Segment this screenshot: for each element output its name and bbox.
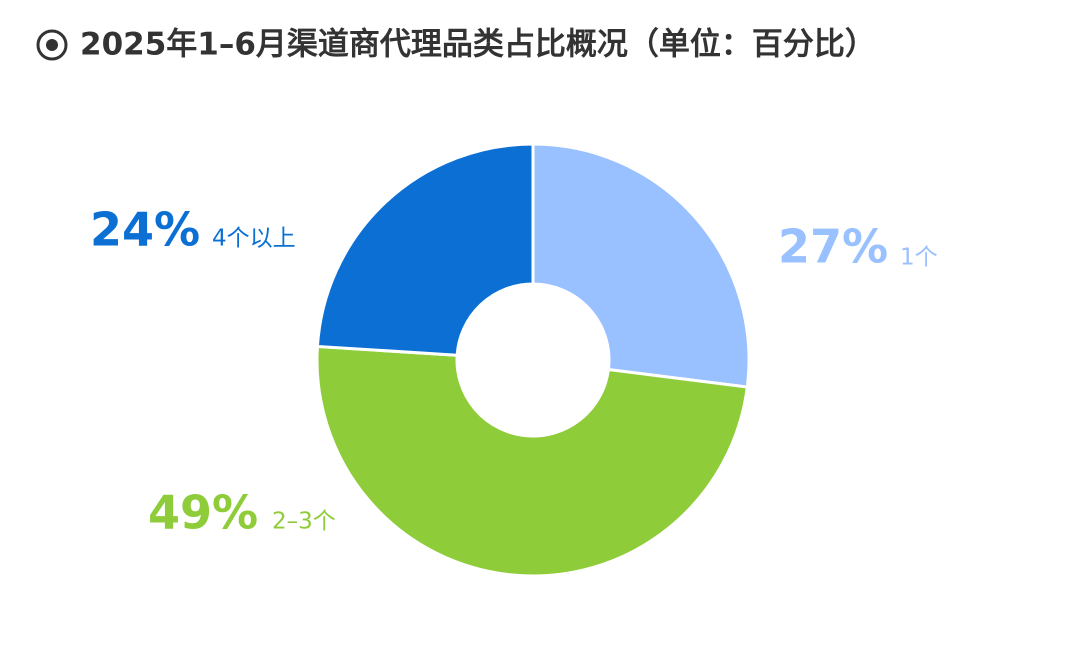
category-label: 1个 xyxy=(900,245,938,271)
value-label: 49% xyxy=(148,486,258,540)
title-icon xyxy=(36,29,68,61)
chart-title: 2025年1–6月渠道商代理品类占比概况（单位：百分比） xyxy=(80,27,876,63)
value-label: 27% xyxy=(778,220,888,274)
donut-slice xyxy=(531,142,751,389)
category-label: 4个以上 xyxy=(212,226,296,252)
donut-slice xyxy=(315,142,535,357)
donut-slice xyxy=(315,344,749,578)
category-label: 2–3个 xyxy=(272,509,336,535)
value-label: 24% xyxy=(90,203,200,257)
